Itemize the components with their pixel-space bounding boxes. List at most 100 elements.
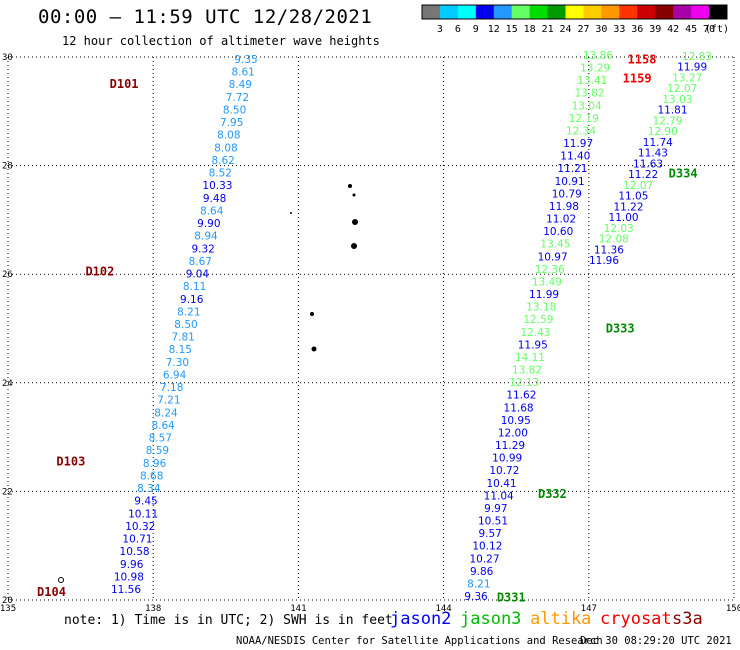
pass-labels: D101 D102 D103 D104 1158 1159 D334 D333 D332 D331: [37, 53, 698, 605]
swh-value: 10.41: [487, 478, 517, 490]
swh-value: 7.21: [157, 395, 180, 407]
color-scale-bar: 3 6 9 12 15 18 21 24 27 30 33 36 39 42 45 70(ft): [421, 4, 729, 35]
swh-value: 10.72: [489, 465, 519, 477]
pass-id-label: 1159: [623, 72, 652, 86]
swh-value: 12.79: [653, 115, 683, 127]
swh-value: 8.57: [149, 433, 172, 445]
swh-value: 12.34: [566, 125, 596, 137]
colorbar-tick-label: 30: [595, 24, 607, 35]
colorbar-swatch: [655, 5, 674, 19]
lon-tick-label: 135: [0, 604, 16, 612]
lon-tick-label: 147: [581, 604, 597, 612]
colorbar-tick-label: 36: [631, 24, 643, 35]
swh-value: 10.91: [555, 176, 585, 188]
swh-value: 11.62: [506, 390, 536, 402]
pass-id-label: 1158: [628, 53, 657, 67]
swh-value: 12.36: [535, 264, 565, 276]
swh-value: 12.00: [498, 427, 528, 439]
swh-value: 11.95: [518, 339, 548, 351]
swh-value: 13.82: [512, 365, 542, 377]
swh-value: 11.22: [628, 169, 658, 181]
colorbar-unit: (ft): [705, 24, 729, 35]
colorbar-tick-label: 18: [524, 24, 536, 35]
swh-value: 8.59: [146, 445, 169, 457]
swh-value: 7.18: [160, 382, 183, 394]
swh-value: 12.08: [599, 234, 629, 246]
swh-value: 11.21: [557, 163, 587, 175]
swh-value: 11.97: [563, 138, 593, 150]
colorbar-tick-label: 42: [667, 24, 679, 35]
credit-text: NOAA/NESDIS Center for Satellite Applica…: [236, 635, 603, 647]
swh-value: 11.40: [560, 151, 590, 163]
lon-tick-label: 138: [145, 604, 161, 612]
legend-cryosat: cryosat: [600, 609, 672, 629]
swh-value: 11.63: [633, 158, 663, 170]
pass-id-label: D333: [606, 322, 635, 336]
colorbar-tick-label: 12: [488, 24, 500, 35]
swh-value: 9.04: [186, 269, 210, 281]
swh-value: 9.86: [470, 566, 494, 578]
swh-value: 9.16: [180, 294, 204, 306]
swh-value: 11.36: [594, 244, 624, 256]
pass-id-label: D102: [85, 264, 114, 278]
swh-value: 8.21: [177, 306, 200, 318]
lat-tick-label: 20: [2, 596, 13, 606]
swh-value: 8.34: [137, 483, 161, 495]
swh-value: 6.94: [163, 369, 187, 381]
colorbar-swatch: [547, 5, 566, 19]
swh-value: 10.97: [538, 251, 568, 263]
colorbar-swatch: [475, 5, 495, 19]
legend-jason2: jason2: [390, 609, 452, 629]
swh-value: 11.02: [546, 214, 576, 226]
swh-value: 10.11: [128, 508, 158, 520]
swh-value: 10.33: [202, 180, 232, 192]
swh-value: 8.11: [183, 281, 206, 293]
swh-value: 8.15: [169, 344, 192, 356]
swh-value: 11.29: [495, 440, 525, 452]
colorbar-tick-label: 70: [703, 24, 715, 35]
legend-altika: altika: [530, 609, 592, 629]
swh-value: 8.94: [194, 231, 218, 243]
swh-value: 12.03: [604, 223, 634, 235]
colorbar-swatch: [709, 5, 728, 19]
swh-value: 8.08: [217, 130, 240, 142]
swh-value: 11.22: [613, 201, 643, 213]
swh-value: 8.08: [214, 142, 237, 154]
colorbar-tick-label: 21: [542, 24, 554, 35]
swh-value: 11.43: [638, 148, 668, 160]
swh-value: 9.36: [464, 591, 488, 603]
swh-value: 12.59: [523, 314, 553, 326]
colorbar-swatch: [673, 5, 692, 19]
lat-tick-label: 30: [2, 53, 13, 63]
island-marker: [290, 212, 292, 214]
swh-value: 11.56: [111, 584, 141, 596]
swh-value: 12.13: [509, 377, 539, 389]
swh-value: 11.99: [677, 62, 707, 74]
lat-tick-label: 22: [2, 487, 13, 497]
swh-value: 10.58: [120, 546, 150, 558]
swh-value: 8.52: [209, 168, 232, 180]
lat-tick-label: 26: [2, 270, 13, 280]
swh-value: 10.51: [478, 516, 508, 528]
swh-value: 13.18: [526, 302, 556, 314]
colorbar-swatch: [637, 5, 656, 19]
pass-id-label: D103: [56, 455, 85, 469]
wave-height-labels: 9.358.618.497.728.507.958.088.088.628.52…: [111, 50, 712, 603]
colorbar-tick-label: 9: [473, 24, 479, 35]
colorbar-swatch: [565, 5, 584, 19]
colorbar-tick-label: 24: [560, 24, 572, 35]
islands: [58, 184, 358, 583]
swh-value: 9.90: [197, 218, 220, 230]
swh-value: 11.68: [504, 402, 534, 414]
lon-tick-label: 150: [726, 604, 740, 612]
swh-value: 12.90: [648, 126, 678, 138]
swh-value: 9.45: [134, 496, 157, 508]
swh-value: 11.98: [549, 201, 579, 213]
swh-value: 13.41: [577, 75, 607, 87]
swh-value: 11.04: [484, 490, 514, 502]
swh-value: 11.81: [657, 105, 687, 117]
swh-value: 8.67: [189, 256, 212, 268]
swh-value: 7.95: [220, 117, 243, 129]
swh-value: 11.00: [609, 212, 639, 224]
axis-tick-labels: 135 138 141 144 147 150 20 22 24 26 28 30: [0, 53, 740, 612]
